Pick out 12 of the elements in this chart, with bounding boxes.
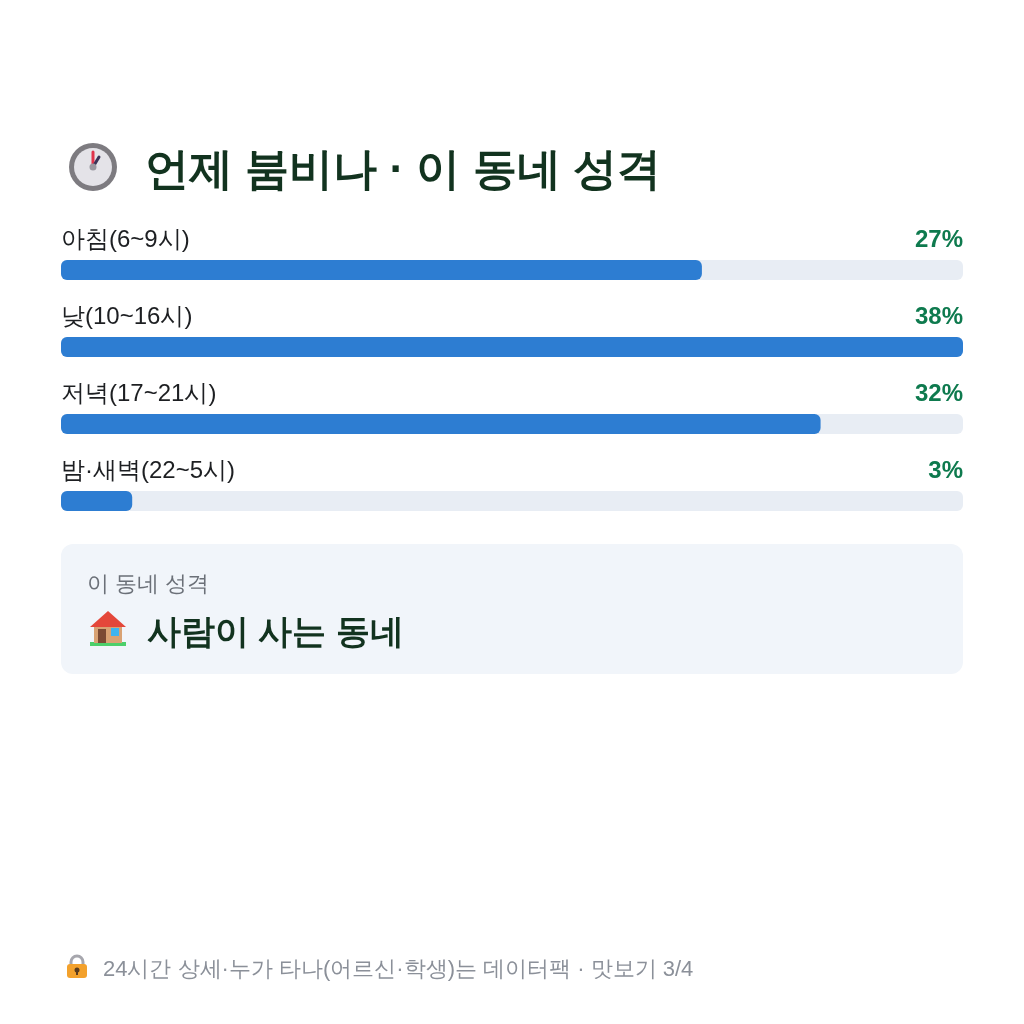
- data-label: 3%: [928, 456, 963, 483]
- text: 24시간 상세·누가 타나(어르신·학생)는 데이터팩 · 맛보기 3/4: [103, 956, 694, 981]
- chart-title: 언제 붐비나 · 이 동네 성격: [145, 144, 661, 193]
- y-tick-label: 아침(6~9시): [61, 225, 190, 252]
- text: 사람이 사는 동네: [147, 612, 404, 650]
- y-tick-label: 저녁(17~21시): [61, 379, 217, 406]
- data-label: 38%: [914, 302, 963, 329]
- y-tick-label: 밤·새벽(22~5시): [61, 456, 236, 483]
- text: 이 동네 성격: [87, 571, 210, 596]
- data-label: 27%: [914, 225, 963, 252]
- data-label: 32%: [914, 379, 963, 406]
- y-tick-label: 낮(10~16시): [61, 302, 193, 329]
